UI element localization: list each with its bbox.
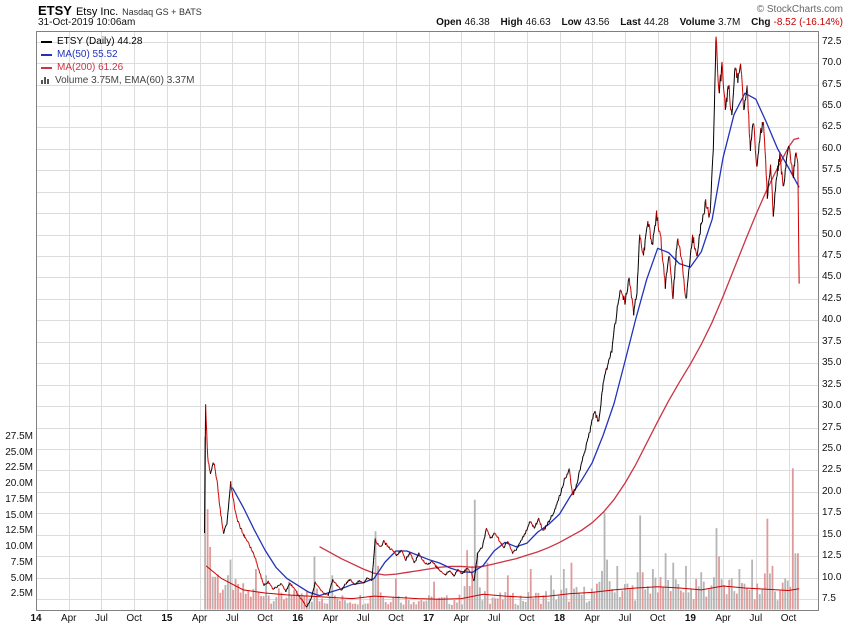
price-axis-label: 15.0	[822, 528, 842, 540]
price-axis-label: 40.0	[822, 314, 842, 326]
price-axis-label: 52.5	[822, 207, 842, 219]
x-axis-month-label: Apr	[60, 613, 77, 624]
chg-value: -8.52 (-16.14%)	[773, 17, 843, 28]
x-axis-month-label: Jul	[95, 613, 108, 624]
stockcharts-copyright: © StockCharts.com	[756, 4, 843, 15]
x-axis-month-label: Jul	[749, 613, 763, 624]
legend-ma200-label: MA(200) 61.26	[57, 62, 124, 73]
volume-axis-label: 5.0M	[10, 572, 33, 584]
price-axis-label: 37.5	[822, 335, 842, 347]
company-name: Etsy Inc.	[75, 6, 119, 18]
x-axis-year-label: 17	[423, 613, 435, 624]
x-axis-month-label: Oct	[126, 613, 142, 624]
high-label: High	[500, 17, 523, 28]
price-axis-label: 67.5	[822, 78, 842, 90]
price-axis-label: 32.5	[822, 378, 842, 390]
open-label: Open	[436, 17, 462, 28]
last-label: Last	[620, 17, 641, 28]
x-axis-month-label: Oct	[519, 613, 535, 624]
price-axis-label: 35.0	[822, 357, 842, 369]
legend-row-ma200: MA(200) 61.26	[41, 61, 195, 74]
price-axis-label: 7.5	[822, 593, 836, 604]
quote-summary: Open 46.38 High 46.63 Low 43.56 Last 44.28 V…	[436, 17, 843, 28]
price-axis-label: 62.5	[822, 121, 842, 133]
volume-axis-label: 22.5M	[5, 462, 33, 474]
high-value: 46.63	[525, 17, 551, 28]
price-axis-label: 10.0	[822, 571, 842, 583]
x-axis-month-label: Jul	[618, 613, 632, 624]
volume-axis-label: 2.5M	[10, 588, 33, 600]
x-axis-month-label: Jul	[356, 613, 370, 624]
legend-row-ma50: MA(50) 55.52	[41, 48, 195, 61]
x-axis-year-label: 14	[30, 613, 42, 624]
x-axis-year-label: 15	[161, 613, 173, 624]
volume-bars-icon	[41, 77, 50, 84]
x-axis-month-label: Apr	[584, 613, 600, 624]
legend-row-volume: Volume 3.75M, EMA(60) 3.37M	[41, 74, 195, 87]
price-axis-label: 42.5	[822, 292, 842, 304]
x-axis-month-label: Apr	[453, 613, 470, 624]
x-axis-month-label: Oct	[649, 613, 666, 624]
ma50-line-swatch-icon	[41, 53, 52, 56]
chart-datetime: 31-Oct-2019 10:06am	[38, 17, 136, 28]
x-axis-month-label: Apr	[715, 613, 731, 624]
x-axis-month-label: Apr	[191, 613, 208, 624]
price-axis-label: 20.0	[822, 485, 842, 497]
legend-volume-label: Volume 3.75M, EMA(60) 3.37M	[55, 75, 195, 86]
legend-row-price: ETSY (Daily) 44.28	[41, 35, 195, 48]
price-axis-label: 47.5	[822, 250, 842, 262]
chg-label: Chg	[751, 17, 771, 28]
chart-title: ETSY Etsy Inc. Nasdaq GS + BATS	[38, 2, 202, 20]
x-axis-month-label: Oct	[780, 613, 797, 624]
price-axis-label: 65.0	[822, 99, 842, 111]
volume-axis-label: 12.5M	[5, 525, 33, 537]
volume-value: 3.7M	[718, 17, 741, 28]
ticker-symbol: ETSY	[38, 3, 72, 18]
x-axis-month-label: Oct	[257, 613, 273, 624]
price-axis-label: 55.0	[822, 185, 842, 197]
volume-axis-label: 10.0M	[5, 541, 33, 552]
price-axis-label: 25.0	[822, 442, 842, 454]
low-value: 43.56	[584, 17, 610, 28]
volume-label: Volume	[679, 17, 716, 28]
x-axis-year-label: 18	[553, 613, 566, 624]
volume-axis-label: 7.5M	[10, 556, 33, 568]
open-value: 46.38	[464, 17, 490, 28]
volume-axis-label: 20.0M	[5, 478, 33, 489]
volume-axis-label: 15.0M	[5, 509, 33, 521]
x-axis-month-label: Jul	[487, 613, 501, 624]
price-axis-label: 70.0	[822, 57, 842, 69]
price-axis-label: 45.0	[822, 271, 842, 283]
exchange-name: Nasdaq GS + BATS	[122, 7, 202, 17]
last-value: 44.28	[643, 17, 669, 28]
volume-axis-label: 17.5M	[5, 493, 33, 505]
price-axis-label: 30.0	[822, 400, 842, 412]
price-axis-label: 22.5	[822, 464, 842, 476]
volume-axis-label: 25.0M	[5, 446, 33, 458]
price-axis-label: 27.5	[822, 421, 842, 433]
legend-ma50-label: MA(50) 55.52	[57, 49, 118, 60]
price-line-swatch-icon	[41, 40, 52, 43]
x-axis-month-label: Oct	[388, 613, 404, 624]
low-label: Low	[561, 17, 582, 28]
price-axis-label: 50.0	[822, 228, 842, 240]
volume-axis-label: 27.5M	[5, 430, 33, 442]
price-axis-label: 60.0	[822, 142, 842, 154]
price-axis-label: 57.5	[822, 164, 842, 176]
x-axis-year-label: 16	[292, 613, 304, 624]
price-axis-label: 17.5	[822, 507, 842, 519]
price-axis-label: 12.5	[822, 550, 842, 562]
legend-price-label: ETSY (Daily) 44.28	[57, 36, 143, 47]
x-axis-month-label: Jul	[225, 613, 239, 624]
price-axis-label: 72.5	[822, 35, 842, 47]
x-axis-year-label: 19	[684, 613, 696, 624]
legend: ETSY (Daily) 44.28 MA(50) 55.52 MA(200) …	[41, 35, 195, 87]
x-axis-month-label: Apr	[322, 613, 339, 624]
ma200-line-swatch-icon	[41, 66, 52, 69]
